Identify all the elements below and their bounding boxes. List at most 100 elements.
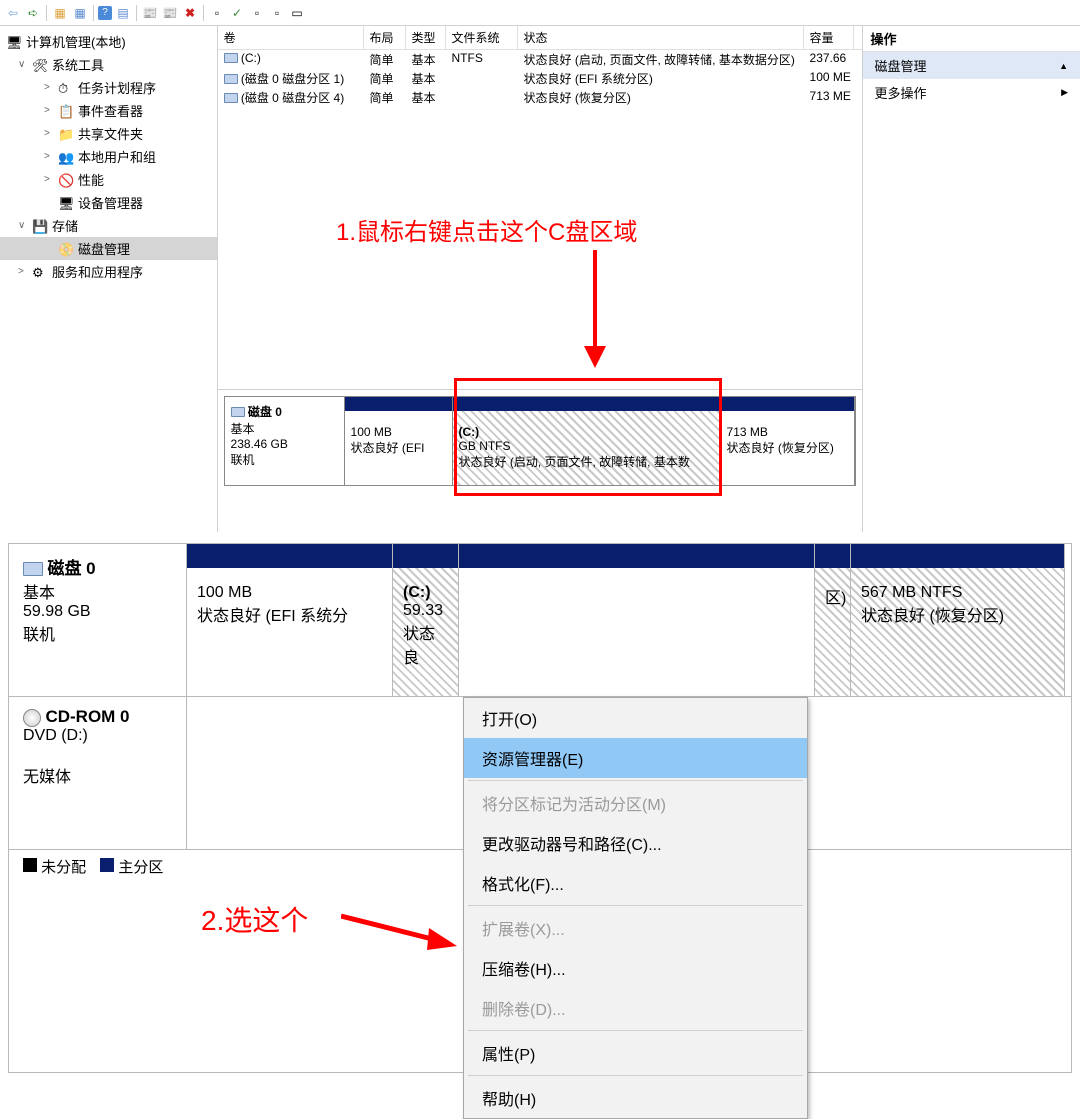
menu-item[interactable]: 帮助(H) <box>464 1078 807 1118</box>
volume-cell: 简单 <box>364 51 406 68</box>
tb-icon[interactable]: ▫ <box>208 4 226 22</box>
expand-icon[interactable]: > <box>44 105 54 116</box>
screenshot-2: 磁盘 0 基本 59.98 GB 联机 100 MB状态良好 (EFI 系统分 … <box>8 543 1072 1073</box>
menu-item[interactable]: 格式化(F)... <box>464 863 807 903</box>
volume-cell: (C:) <box>218 51 364 68</box>
tree-item[interactable]: 📀磁盘管理 <box>0 237 217 260</box>
disk-type: 基本 <box>231 422 255 436</box>
expand-icon[interactable]: > <box>18 266 28 277</box>
partition[interactable]: 100 MB状态良好 (EFI <box>345 397 453 485</box>
volume-header: 卷布局类型文件系统状态容量 <box>218 26 862 50</box>
tree-label: 任务计划程序 <box>78 78 156 97</box>
nav-tree: 🖥 计算机管理(本地) ∨🛠系统工具>⏱任务计划程序>📋事件查看器>📁共享文件夹… <box>0 26 218 532</box>
column-header[interactable]: 卷 <box>218 26 364 49</box>
menu-item: 扩展卷(X)... <box>464 908 807 948</box>
partition[interactable]: (C:)59.33状态良 <box>393 544 459 696</box>
cdrom-icon <box>23 709 41 727</box>
action-item[interactable]: 磁盘管理▲ <box>863 52 1080 79</box>
expand-icon[interactable]: > <box>44 82 54 93</box>
tree-icon: 👥 <box>58 150 74 164</box>
expand-icon[interactable]: > <box>44 151 54 162</box>
tree-item[interactable]: >📁共享文件夹 <box>0 122 217 145</box>
disk-0-label[interactable]: 磁盘 0 基本 238.46 GB 联机 <box>225 397 345 485</box>
tree-item[interactable]: ∨🛠系统工具 <box>0 53 217 76</box>
expand-icon[interactable]: > <box>44 174 54 185</box>
close-icon[interactable]: ✖ <box>181 4 199 22</box>
action-label: 更多操作 <box>875 83 927 102</box>
column-header[interactable]: 布局 <box>364 26 406 49</box>
tb-icon[interactable]: 📰 <box>141 4 159 22</box>
menu-item[interactable]: 属性(P) <box>464 1033 807 1073</box>
partition-bar <box>187 544 392 568</box>
tree-label: 性能 <box>78 170 104 189</box>
s2-cdrom-label[interactable]: CD-ROM 0 DVD (D:) 无媒体 <box>9 697 187 849</box>
volume-cell: 基本 <box>406 89 446 106</box>
nav-fwd-icon[interactable]: ➪ <box>24 4 42 22</box>
disk-status: 联机 <box>231 453 255 467</box>
volume-row[interactable]: (磁盘 0 磁盘分区 1)简单基本状态良好 (EFI 系统分区)100 ME <box>218 69 862 88</box>
tree-root[interactable]: 🖥 计算机管理(本地) <box>0 30 217 53</box>
menu-item[interactable]: 压缩卷(H)... <box>464 948 807 988</box>
volume-row[interactable]: (C:)简单基本NTFS状态良好 (启动, 页面文件, 故障转储, 基本数据分区… <box>218 50 862 69</box>
s2-cdrom-name: CD-ROM 0 <box>45 707 129 726</box>
partition[interactable]: 区) <box>815 544 851 696</box>
legend-item: 未分配 <box>23 856 86 877</box>
partition[interactable] <box>459 544 815 696</box>
expand-icon[interactable]: ∨ <box>18 220 28 231</box>
screenshot-1: ⇦ ➪ ▦ ▦ ? ▤ 📰 📰 ✖ ▫ ✓ ▫ ▫ ▭ 🖥 计算机管理(本地) … <box>0 0 1080 535</box>
tree-item[interactable]: 🖥设备管理器 <box>0 191 217 214</box>
tree-item[interactable]: >📋事件查看器 <box>0 99 217 122</box>
disk-size: 238.46 GB <box>231 437 288 451</box>
volume-cell: 简单 <box>364 89 406 106</box>
tb-icon[interactable]: ▤ <box>114 4 132 22</box>
partition[interactable]: 567 MB NTFS状态良好 (恢复分区) <box>851 544 1065 696</box>
action-label: 磁盘管理 <box>875 56 927 75</box>
column-header[interactable]: 类型 <box>406 26 446 49</box>
s2-disk0-name: 磁盘 0 <box>47 559 95 578</box>
legend-swatch <box>23 858 37 872</box>
menu-item[interactable]: 更改驱动器号和路径(C)... <box>464 823 807 863</box>
volume-row[interactable]: (磁盘 0 磁盘分区 4)简单基本状态良好 (恢复分区)713 ME <box>218 88 862 107</box>
tb-icon[interactable]: ▭ <box>288 4 306 22</box>
help-icon[interactable]: ? <box>98 6 112 20</box>
tree-label: 设备管理器 <box>78 193 143 212</box>
computer-icon: 🖥 <box>6 35 22 49</box>
tb-icon[interactable]: ✓ <box>228 4 246 22</box>
tree-item[interactable]: >⏱任务计划程序 <box>0 76 217 99</box>
action-item[interactable]: 更多操作▶ <box>863 79 1080 106</box>
disk-icon <box>231 407 245 417</box>
menu-item: 删除卷(D)... <box>464 988 807 1028</box>
column-header[interactable]: 状态 <box>518 26 804 49</box>
menu-item[interactable]: 打开(O) <box>464 698 807 738</box>
volume-cell: 简单 <box>364 70 406 87</box>
tb-icon[interactable]: ▦ <box>71 4 89 22</box>
actions-panel: 操作 磁盘管理▲更多操作▶ <box>862 26 1080 532</box>
tree-item[interactable]: >🚫性能 <box>0 168 217 191</box>
context-menu: 打开(O)资源管理器(E)将分区标记为活动分区(M)更改驱动器号和路径(C)..… <box>463 697 808 1119</box>
tb-icon[interactable]: ▫ <box>268 4 286 22</box>
s2-cdrom-type: DVD (D:) <box>23 727 88 744</box>
partition[interactable]: 100 MB状态良好 (EFI 系统分 <box>187 544 393 696</box>
tree-item[interactable]: >👥本地用户和组 <box>0 145 217 168</box>
column-header[interactable]: 容量 <box>804 26 854 49</box>
tree-icon: 🛠 <box>32 58 48 72</box>
tb-icon[interactable]: ▦ <box>51 4 69 22</box>
s2-disk0-status: 联机 <box>23 627 55 644</box>
tb-icon[interactable]: ▫ <box>248 4 266 22</box>
partition[interactable]: 713 MB状态良好 (恢复分区) <box>721 397 855 485</box>
annotation-1-arrow <box>580 250 610 370</box>
tree-item[interactable]: ∨💾存储 <box>0 214 217 237</box>
menu-item[interactable]: 资源管理器(E) <box>464 738 807 778</box>
partition-bar <box>345 397 452 411</box>
expand-icon[interactable]: > <box>44 128 54 139</box>
expand-icon[interactable]: ∨ <box>18 59 28 70</box>
nav-back-icon[interactable]: ⇦ <box>4 4 22 22</box>
volume-list: 卷布局类型文件系统状态容量 (C:)简单基本NTFS状态良好 (启动, 页面文件… <box>218 26 862 390</box>
s2-disk0-label[interactable]: 磁盘 0 基本 59.98 GB 联机 <box>9 544 187 696</box>
tb-icon[interactable]: 📰 <box>161 4 179 22</box>
tree-item[interactable]: >⚙服务和应用程序 <box>0 260 217 283</box>
menu-separator <box>468 905 803 906</box>
column-header[interactable]: 文件系统 <box>446 26 518 49</box>
volume-cell: NTFS <box>446 51 518 68</box>
volume-cell <box>446 89 518 106</box>
